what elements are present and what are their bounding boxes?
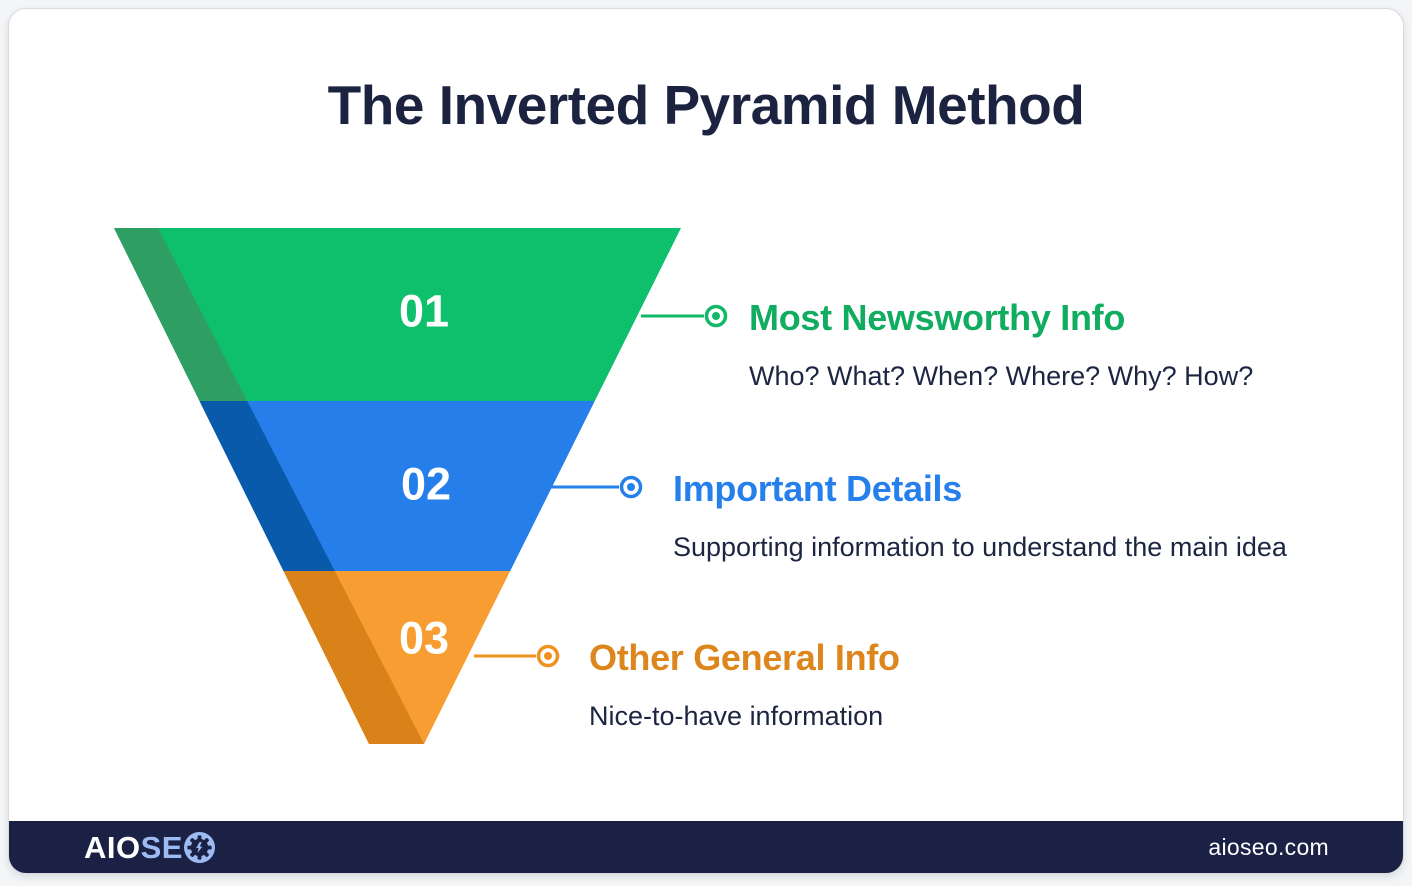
tier-2-heading: Important Details (673, 468, 962, 509)
inverted-pyramid-diagram: 01 02 03 (114, 228, 728, 744)
tier-3-number: 03 (399, 613, 449, 664)
gear-icon (183, 831, 215, 863)
tier-1-number: 01 (399, 286, 449, 337)
logo-text-aio: AIO (84, 829, 141, 865)
funnel-tier-1-shade (114, 228, 248, 401)
tier-3-label-block: Other General Info Nice-to-have informat… (589, 637, 900, 732)
tier-1-connector (641, 304, 728, 328)
tier-1-description: Who? What? When? Where? Why? How? (749, 361, 1254, 391)
tier-2-number: 02 (401, 459, 451, 510)
aioseo-logo: AIO SE (84, 829, 215, 865)
logo-text-se: SE (140, 829, 183, 865)
page-title: The Inverted Pyramid Method (327, 74, 1085, 136)
funnel-tier-1 (114, 228, 681, 401)
funnel-tier-2-shade (199, 401, 335, 571)
funnel-tier-3-shade (283, 571, 424, 744)
tier-2-label-block: Important Details Supporting information… (673, 468, 1287, 563)
tier-2-connector (549, 475, 643, 499)
tier-3-connector (474, 644, 560, 668)
tier-3-description: Nice-to-have information (589, 701, 884, 731)
tier-1-heading: Most Newsworthy Info (749, 297, 1126, 338)
tier-3-heading: Other General Info (589, 637, 900, 678)
infographic-card: The Inverted Pyramid Method 01 02 03 (8, 8, 1404, 874)
footer-domain: aioseo.com (1208, 833, 1329, 860)
tier-1-label-block: Most Newsworthy Info Who? What? When? Wh… (749, 297, 1253, 392)
footer-bar: AIO SE (9, 821, 1403, 873)
tier-2-description: Supporting information to understand the… (673, 532, 1287, 562)
